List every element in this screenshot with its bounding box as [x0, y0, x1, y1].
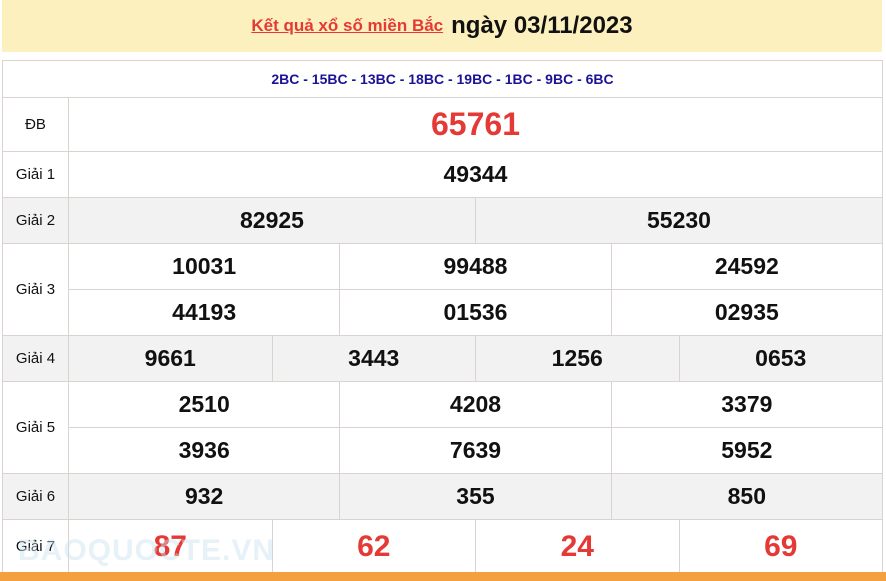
results-link[interactable]: Kết quả xổ số miền Bắc: [251, 16, 444, 35]
prize-row: Giải 1 49344: [3, 152, 882, 198]
prize-number: 3936: [178, 437, 230, 463]
prize-number: 0653: [678, 336, 883, 381]
prize-label: ĐB: [3, 98, 69, 151]
prize-number: 7639: [339, 428, 610, 473]
results-table: 2BC - 15BC - 13BC - 18BC - 19BC - 1BC - …: [2, 60, 883, 574]
prize-number: 87: [153, 529, 187, 563]
footer-bar: [0, 572, 886, 581]
prize-number: 5952: [610, 428, 882, 473]
prize-number: 24592: [610, 244, 882, 289]
prize-number: 3443: [271, 336, 476, 381]
prize-number: 10031: [172, 253, 237, 279]
prize-number: 4208: [339, 382, 610, 427]
page-header: Kết quả xổ số miền Bắc ngày 03/11/2023: [2, 0, 882, 52]
prize-label: Giải 4: [3, 336, 69, 381]
draw-date: ngày 03/11/2023: [451, 12, 633, 39]
prize-row: Giải 3 10031 99488 24592 44193 01536 02935: [3, 244, 882, 336]
prize-label: Giải 7: [3, 520, 69, 573]
prize-number: 850: [610, 474, 882, 519]
prize-number: 44193: [172, 299, 237, 325]
watermark: BAOQUOCTE.VN: [18, 534, 276, 567]
prize-label: Giải 3: [3, 244, 69, 335]
prize-number: 24: [475, 520, 679, 573]
prize-number: 1256: [475, 336, 679, 381]
prize-number: 62: [271, 520, 476, 573]
prize-number: 355: [339, 474, 610, 519]
prize-row: Giải 2 82925 55230: [3, 198, 882, 244]
prize-number: 02935: [610, 290, 882, 335]
prize-label: Giải 6: [3, 474, 69, 519]
prize-number: 2510: [178, 391, 230, 417]
prize-number: 49344: [443, 161, 508, 187]
prize-number: 82925: [240, 207, 304, 233]
prize-row: Giải 5 2510 4208 3379 3936 7639 5952: [3, 382, 882, 474]
prize-label: Giải 2: [3, 198, 69, 243]
prize-label: Giải 1: [3, 152, 69, 197]
prize-number: 932: [184, 483, 224, 509]
prize-number: 99488: [339, 244, 610, 289]
prize-number: 55230: [475, 198, 882, 243]
prize-label: Giải 5: [3, 382, 69, 473]
prize-row: Giải 4 9661 3443 1256 0653: [3, 336, 882, 382]
prize-number: 9661: [144, 345, 196, 371]
prize-number: 69: [678, 520, 883, 573]
prize-number: 3379: [610, 382, 882, 427]
prize-number: 01536: [339, 290, 610, 335]
prize-number: 65761: [431, 106, 520, 142]
prize-row: ĐB 65761: [3, 98, 882, 152]
ticket-codes: 2BC - 15BC - 13BC - 18BC - 19BC - 1BC - …: [3, 61, 882, 98]
prize-row: Giải 6 932 355 850: [3, 474, 882, 520]
